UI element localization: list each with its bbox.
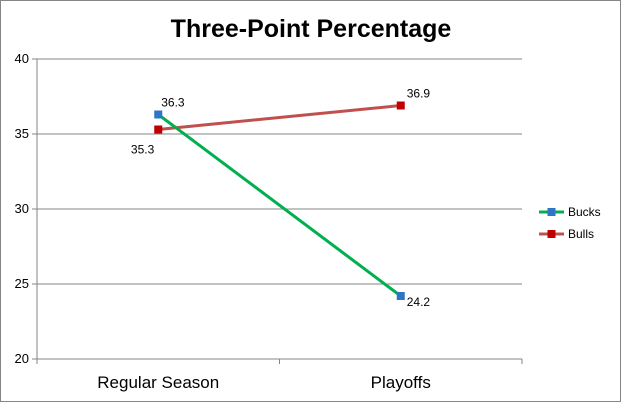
series-line-bulls <box>158 104 401 131</box>
chart-title: Three-Point Percentage <box>171 15 452 43</box>
axes <box>32 58 523 364</box>
legend-label: Bucks <box>568 205 601 219</box>
y-tick-label: 40 <box>15 51 29 66</box>
data-point-bucks <box>396 292 405 300</box>
data-label-bulls: 36.9 <box>407 87 431 101</box>
x-axis-categories: Regular Season Playoffs <box>97 373 431 392</box>
data-labels: 36.3 24.2 35.3 36.9 <box>131 87 431 310</box>
legend-item-bulls: Bulls <box>539 227 594 241</box>
y-tick-label: 30 <box>15 201 29 216</box>
x-category-label: Regular Season <box>97 373 219 392</box>
data-label-bulls: 35.3 <box>131 143 155 157</box>
gridlines <box>37 58 522 360</box>
series-line-bucks <box>157 113 402 298</box>
legend: Bucks Bulls <box>539 205 601 241</box>
series <box>154 101 405 300</box>
y-tick-label: 25 <box>15 276 29 291</box>
data-point-bulls <box>396 101 405 110</box>
y-tick-label: 20 <box>15 351 29 366</box>
y-tick-label: 35 <box>15 126 29 141</box>
legend-item-bucks: Bucks <box>539 205 601 219</box>
data-point-bulls <box>154 125 163 134</box>
x-category-label: Playoffs <box>371 373 431 392</box>
legend-label: Bulls <box>568 227 594 241</box>
y-axis-ticks: 20 25 30 35 40 <box>15 51 29 366</box>
data-point-bucks <box>154 110 163 119</box>
data-label-bucks: 24.2 <box>407 295 431 309</box>
legend-marker <box>547 230 556 238</box>
legend-marker <box>547 208 556 216</box>
data-label-bucks: 36.3 <box>161 96 185 110</box>
